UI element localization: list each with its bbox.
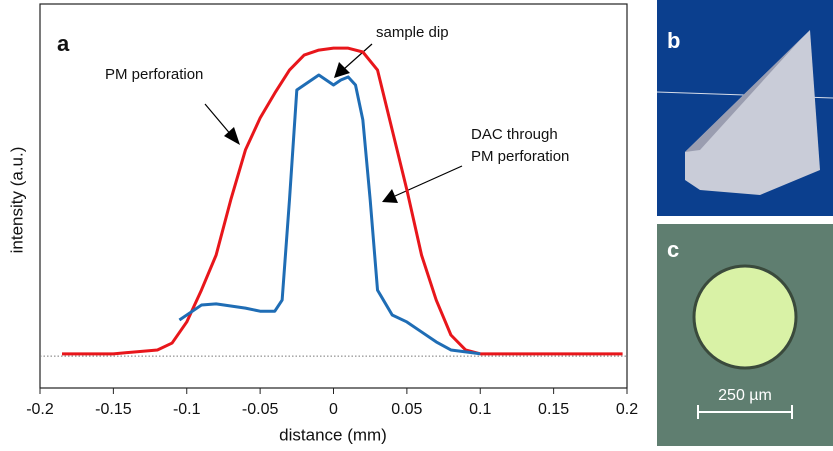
data-line xyxy=(178,73,481,356)
arrow-head xyxy=(334,62,350,78)
x-tick-label: -0.2 xyxy=(26,401,54,418)
x-tick-label: -0.05 xyxy=(242,401,279,418)
arrow-line xyxy=(204,103,233,137)
panel-label: b xyxy=(667,28,680,53)
panel-label: a xyxy=(57,31,70,56)
annotation: DAC through xyxy=(471,126,558,143)
inset-c: 250 µm c xyxy=(657,224,833,446)
cylinder-body xyxy=(685,30,820,195)
plot-frame xyxy=(39,3,628,389)
arrow-line xyxy=(343,43,373,70)
panel-label: c xyxy=(667,237,679,262)
scale-bar-label: 250 µm xyxy=(718,387,772,404)
x-axis-label: distance (mm) xyxy=(279,425,387,444)
x-tick-label: -0.15 xyxy=(95,401,132,418)
annotation: sample dip xyxy=(376,24,449,41)
annotation: PM perforation xyxy=(471,148,569,165)
sample-disk xyxy=(692,264,798,370)
annotation: PM perforation xyxy=(105,66,203,83)
arrow-head xyxy=(382,189,398,203)
arrow-head xyxy=(224,127,240,145)
y-axis-label: intensity (a.u.) xyxy=(7,147,26,254)
x-tick-label: 0.2 xyxy=(616,401,638,418)
data-line xyxy=(62,46,623,356)
x-tick-label: 0.05 xyxy=(391,401,422,418)
x-tick-label: 0 xyxy=(329,401,338,418)
x-tick-label: -0.1 xyxy=(173,401,201,418)
x-tick-label: 0.1 xyxy=(469,401,491,418)
cylinder-face xyxy=(685,30,810,152)
inset-b: b xyxy=(656,0,833,216)
x-tick-label: 0.15 xyxy=(538,401,569,418)
